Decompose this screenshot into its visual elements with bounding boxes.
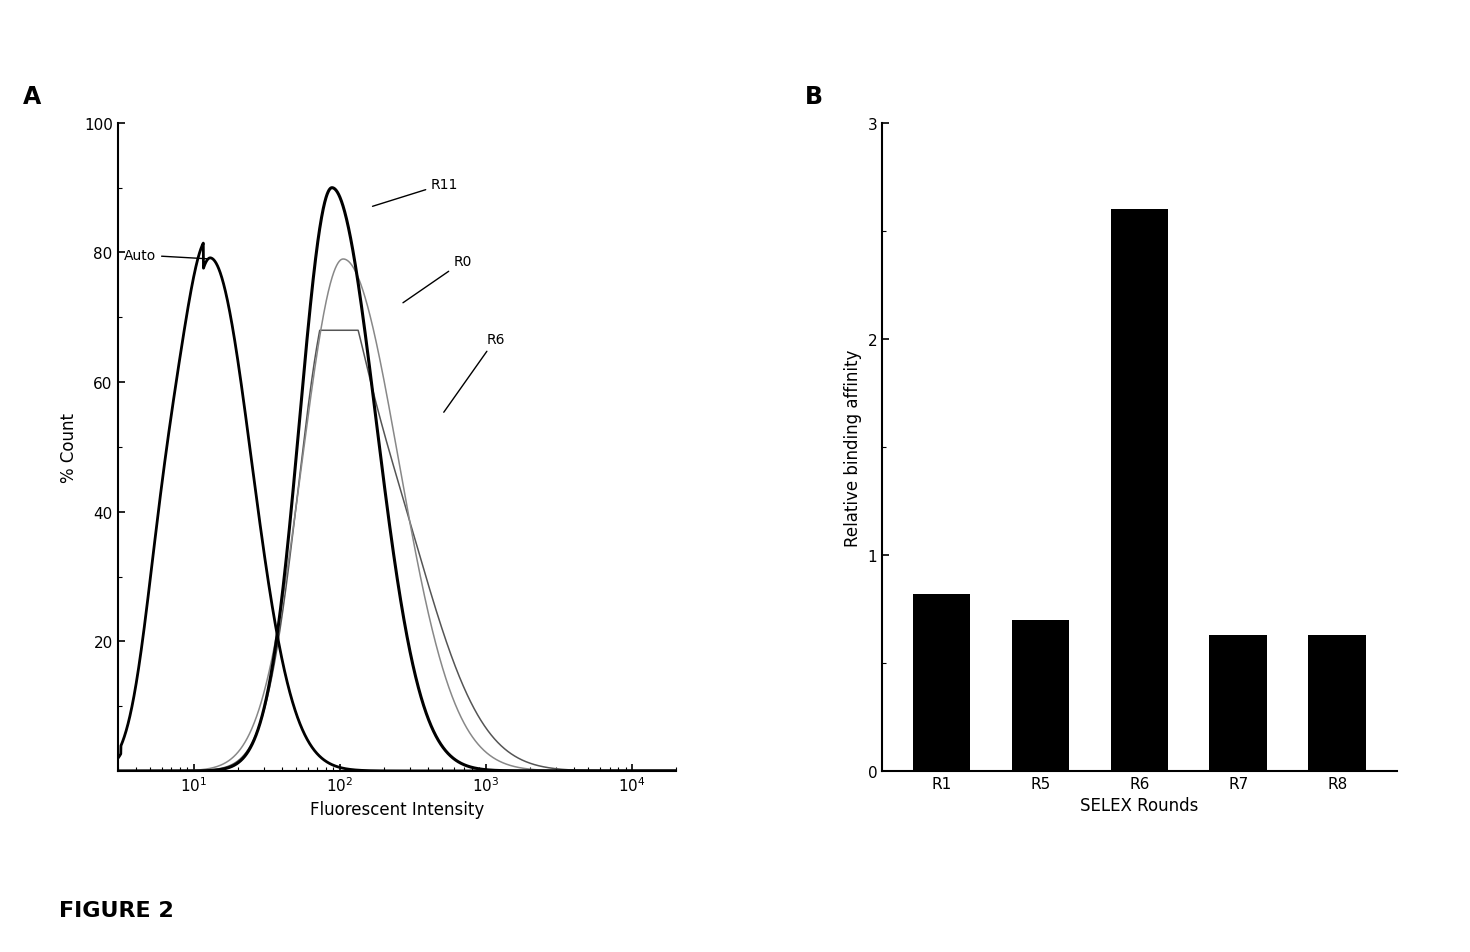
Text: Auto: Auto xyxy=(123,248,207,263)
Bar xyxy=(1308,635,1366,771)
Bar xyxy=(1011,620,1069,771)
Text: R0: R0 xyxy=(403,255,472,304)
Text: A: A xyxy=(22,85,41,109)
Y-axis label: % Count: % Count xyxy=(60,412,78,483)
X-axis label: Fluorescent Intensity: Fluorescent Intensity xyxy=(310,801,484,818)
Bar xyxy=(1110,210,1169,771)
Text: R6: R6 xyxy=(444,333,504,413)
Bar xyxy=(913,594,970,771)
Text: R11: R11 xyxy=(372,177,459,208)
Text: B: B xyxy=(806,85,823,109)
Text: FIGURE 2: FIGURE 2 xyxy=(59,900,173,920)
X-axis label: SELEX Rounds: SELEX Rounds xyxy=(1080,797,1198,815)
Bar xyxy=(1210,635,1267,771)
Y-axis label: Relative binding affinity: Relative binding affinity xyxy=(844,348,861,546)
